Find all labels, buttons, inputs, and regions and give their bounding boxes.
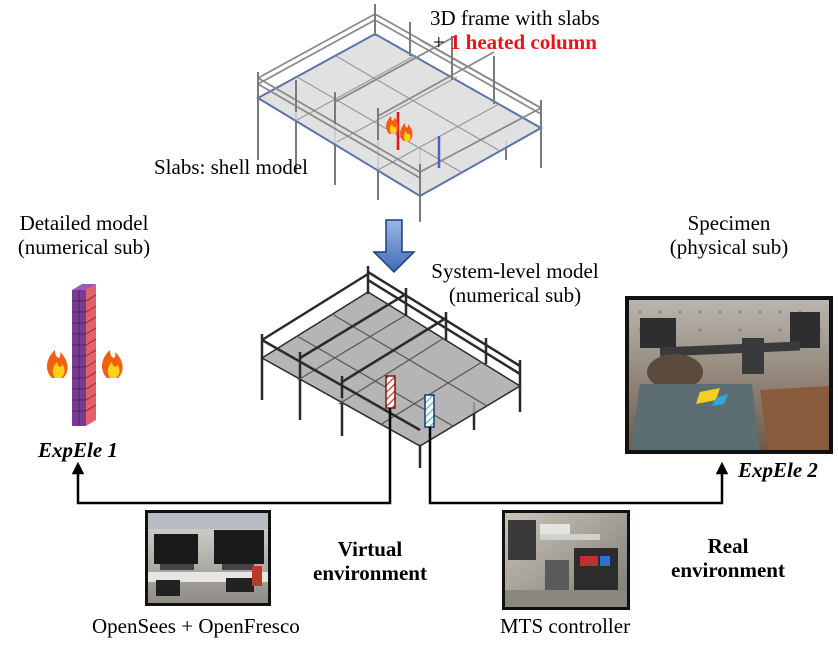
specimen-line1: Specimen — [687, 211, 771, 235]
arrow-to-expele1 — [71, 408, 392, 505]
virtual-environment-label: Virtual environment — [300, 537, 440, 585]
detailed-model-line1: Detailed model — [19, 211, 149, 235]
system-columns-upper — [260, 266, 522, 398]
left-flame-icon — [46, 350, 68, 378]
down-arrow-icon — [372, 219, 416, 274]
top-model-title-line1: 3D frame with slabs — [430, 6, 600, 30]
slab-label: Slabs: shell model — [154, 155, 308, 179]
system-model-label: System-level model (numerical sub) — [420, 259, 610, 307]
specimen-photo — [625, 296, 833, 454]
real-env-line1: Real — [707, 534, 749, 558]
top-frame-columns-upper — [257, 4, 542, 198]
virtual-env-line1: Virtual — [337, 537, 403, 561]
detailed-model-line2: (numerical sub) — [17, 235, 151, 259]
real-env-line2: environment — [671, 558, 785, 582]
virtual-env-line2: environment — [313, 561, 427, 585]
system-columns-lower — [260, 358, 522, 468]
system-model-line2: (numerical sub) — [448, 283, 582, 307]
specimen-label: Specimen (physical sub) — [654, 211, 804, 259]
expele1-label: ExpEle 1 — [38, 438, 118, 462]
system-level-frame — [260, 266, 522, 468]
top-3d-frame — [255, 4, 544, 222]
mts-caption: MTS controller — [500, 614, 631, 638]
lab-workstation-photo — [145, 510, 271, 606]
detailed-column — [72, 284, 97, 426]
expele2-label: ExpEle 2 — [738, 458, 818, 482]
heated-column-highlight: 1 heated column — [449, 30, 597, 54]
plus-sign: + — [432, 30, 445, 54]
right-flame-icon — [101, 350, 123, 378]
arrow-to-expele2 — [428, 427, 729, 505]
mts-controller-photo — [502, 510, 630, 610]
real-environment-label: Real environment — [656, 534, 800, 582]
heated-column-hatched — [385, 375, 396, 409]
top-flame-icon — [386, 116, 413, 141]
specimen-line2: (physical sub) — [669, 235, 789, 259]
system-model-line1: System-level model — [431, 259, 599, 283]
specimen-column-hatched — [424, 394, 435, 428]
detailed-model-label: Detailed model (numerical sub) — [4, 211, 164, 259]
opensees-caption: OpenSees + OpenFresco — [92, 614, 300, 638]
top-model-title-line2: + 1 heated column — [430, 30, 600, 54]
top-model-title: 3D frame with slabs + 1 heated column — [430, 6, 600, 54]
